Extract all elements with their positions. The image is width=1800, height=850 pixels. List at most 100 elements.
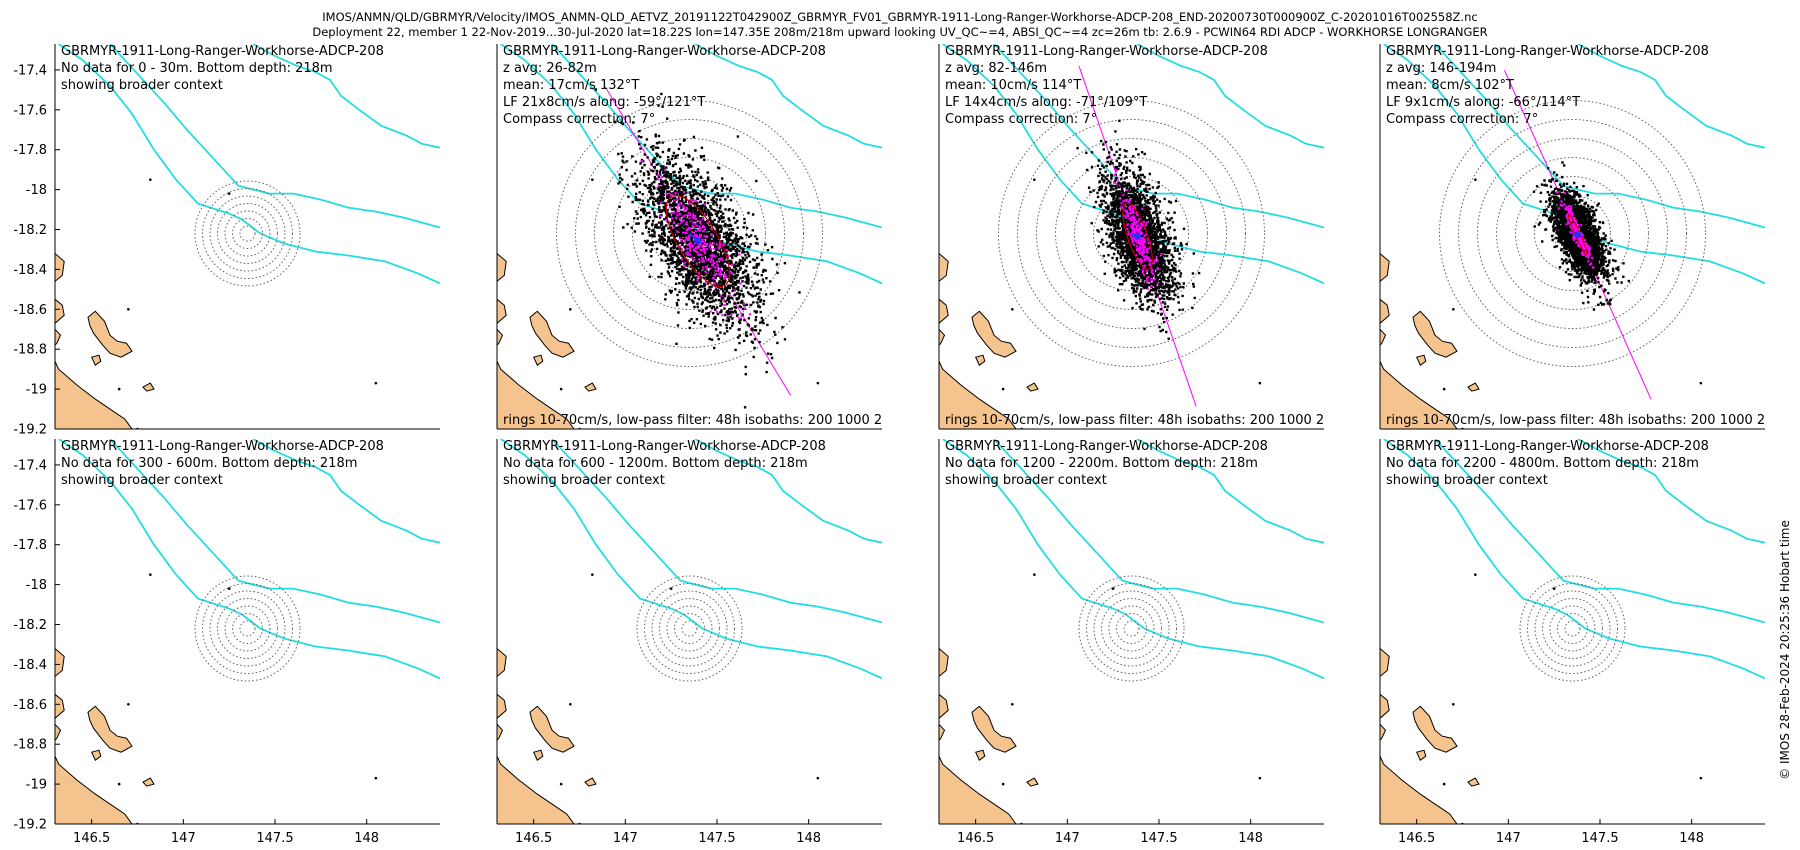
land-p2-2 [497,298,507,324]
speed-ring-p2-30 [632,176,747,292]
land-p7-2 [939,693,949,719]
land-p4-5 [1416,354,1427,366]
land-p7-1 [939,647,949,678]
ytick-label-p1-0: -17.4 [13,63,47,78]
xtick-label-p8-2: 147.5 [1581,831,1618,846]
reef-dot-p7-0 [1033,573,1036,576]
land-p7-4 [971,705,1017,753]
map-p5 [55,439,440,824]
reef-dot-p5-4 [117,782,121,786]
mean-vector-p3 [1131,232,1138,238]
panel-p5: -17.4 -17.6 -17.8 -18 -18.2 -18.4 -18.6 -18.8 -1… [13,439,440,846]
reef-dot-p5-0 [149,573,152,576]
land-p3-3 [939,328,946,346]
panel-text-p5-1: No data for 300 - 600m. Bottom depth: 21… [61,456,357,471]
ytick-label-p1-4: -18.2 [13,223,47,238]
ytick-label-p5-7: -18.8 [13,738,47,753]
land-p3-4 [971,310,1017,358]
speed-ring-p4-70 [1439,100,1706,368]
isobath-p6-2 [694,439,882,544]
figure-header: IMOS/ANMN/QLD/GBRMYR/Velocity/IMOS_ANMN-… [0,0,1800,44]
reef-dot-p2-3 [569,308,572,311]
speed-ring-p3-40 [1055,157,1208,311]
speed-ring-p5-60 [202,583,293,675]
land-p3-5 [975,354,986,366]
land-p8-6 [1467,777,1480,787]
ytick-label-p5-1: -17.6 [13,498,47,513]
land-p6-5 [533,749,544,761]
panel-text-p5-2: showing broader context [61,473,223,488]
isobath-p2-2 [694,44,882,149]
panel-text-p2-2: mean: 17cm/s 132°T [503,78,639,93]
land-p3-0 [939,360,1017,429]
ytick-label-p1-1: -17.6 [13,103,47,118]
reef-dot-p4-3 [1452,308,1455,311]
panel-text-p4-4: Compass correction: 7° [1386,112,1538,127]
panel-text-p1-2: showing broader context [61,78,223,93]
reef-dot-p6-2 [816,776,820,780]
panel-text-p7-0: GBRMYR-1911-Long-Ranger-Workhorse-ADCP-2… [945,439,1268,454]
reef-dot-p8-1 [1552,587,1556,590]
reef-dot-p3-2 [1258,381,1262,385]
panel-text-p6-1: No data for 600 - 1200m. Bottom depth: 2… [503,456,808,471]
panel-text-p3-3: LF 14x4cm/s along: -71°/109°T [945,95,1147,110]
panel-text-p7-1: No data for 1200 - 2200m. Bottom depth: … [945,456,1258,471]
speed-ring-p8-50 [1534,590,1611,667]
panel-text-p4-2: mean: 8cm/s 102°T [1386,78,1514,93]
panel-text-p2-0: GBRMYR-1911-Long-Ranger-Workhorse-ADCP-2… [503,44,826,59]
speed-ring-p5-50 [209,590,286,667]
reef-dot-p7-4 [1001,782,1005,786]
land-p2-6 [584,382,597,392]
land-p3-1 [939,252,949,283]
land-p1-3 [55,328,62,346]
land-p5-5 [91,749,102,761]
reef-dot-p3-4 [1001,387,1005,391]
speed-ring-p7-50 [1093,590,1170,667]
land-p2-1 [497,252,507,283]
panel-footer-p2: rings 10-70cm/s, low-pass filter: 48h is… [503,413,957,428]
land-p1-5 [91,354,102,366]
speed-ring-p7-20 [1116,613,1147,645]
panel-p4: GBRMYR-1911-Long-Ranger-Workhorse-ADCP-2… [1379,44,1765,430]
reef-dot-p5-1 [227,587,231,590]
mean-vector-p4 [1572,232,1578,236]
land-p4-1 [1380,252,1390,283]
isobath-p7-1 [993,439,1324,624]
xtick-label-p7-1: 147 [1055,831,1080,846]
reef-dot-p1-3 [127,308,130,311]
panel-text-p2-3: LF 21x8cm/s along: -59°/121°T [503,95,705,110]
land-p8-5 [1416,749,1427,761]
map-p3 [939,44,1324,429]
ytick-label-p1-9: -19.2 [13,423,47,438]
xtick-label-p7-3: 148 [1238,831,1263,846]
ytick-label-p5-0: -17.4 [13,458,47,473]
land-p4-4 [1412,310,1458,358]
reef-dot-p3-0 [1033,178,1036,181]
speed-ring-p1-50 [209,195,286,272]
panel-p2: GBRMYR-1911-Long-Ranger-Workhorse-ADCP-2… [496,44,957,430]
isobath-p7-0 [942,439,1324,680]
land-p5-2 [55,693,65,719]
speed-ring-p2-70 [556,100,823,368]
land-p5-6 [142,777,155,787]
isobath-p8-0 [1383,439,1765,680]
ytick-label-p1-8: -19 [26,383,47,398]
speed-ring-p6-70 [636,575,743,682]
reef-dot-p6-4 [559,782,563,786]
speed-ring-p6-50 [651,590,728,667]
land-p1-6 [142,382,155,392]
speed-ring-p3-70 [998,100,1265,368]
land-p4-6 [1467,382,1480,392]
isobath-p3-2 [1136,44,1324,149]
land-p1-0 [55,360,133,429]
isobath-p4-1 [1434,44,1765,229]
mean-vector-p2 [688,232,699,242]
land-p2-0 [497,360,575,429]
speed-ring-p6-10 [681,620,698,637]
reef-dot-p4-0 [1474,178,1477,181]
speed-ring-p8-10 [1564,620,1581,637]
speed-ring-p3-60 [1017,119,1246,349]
speed-ring-p6-60 [644,583,735,675]
land-p8-0 [1380,755,1458,824]
speed-ring-p8-30 [1549,605,1596,652]
